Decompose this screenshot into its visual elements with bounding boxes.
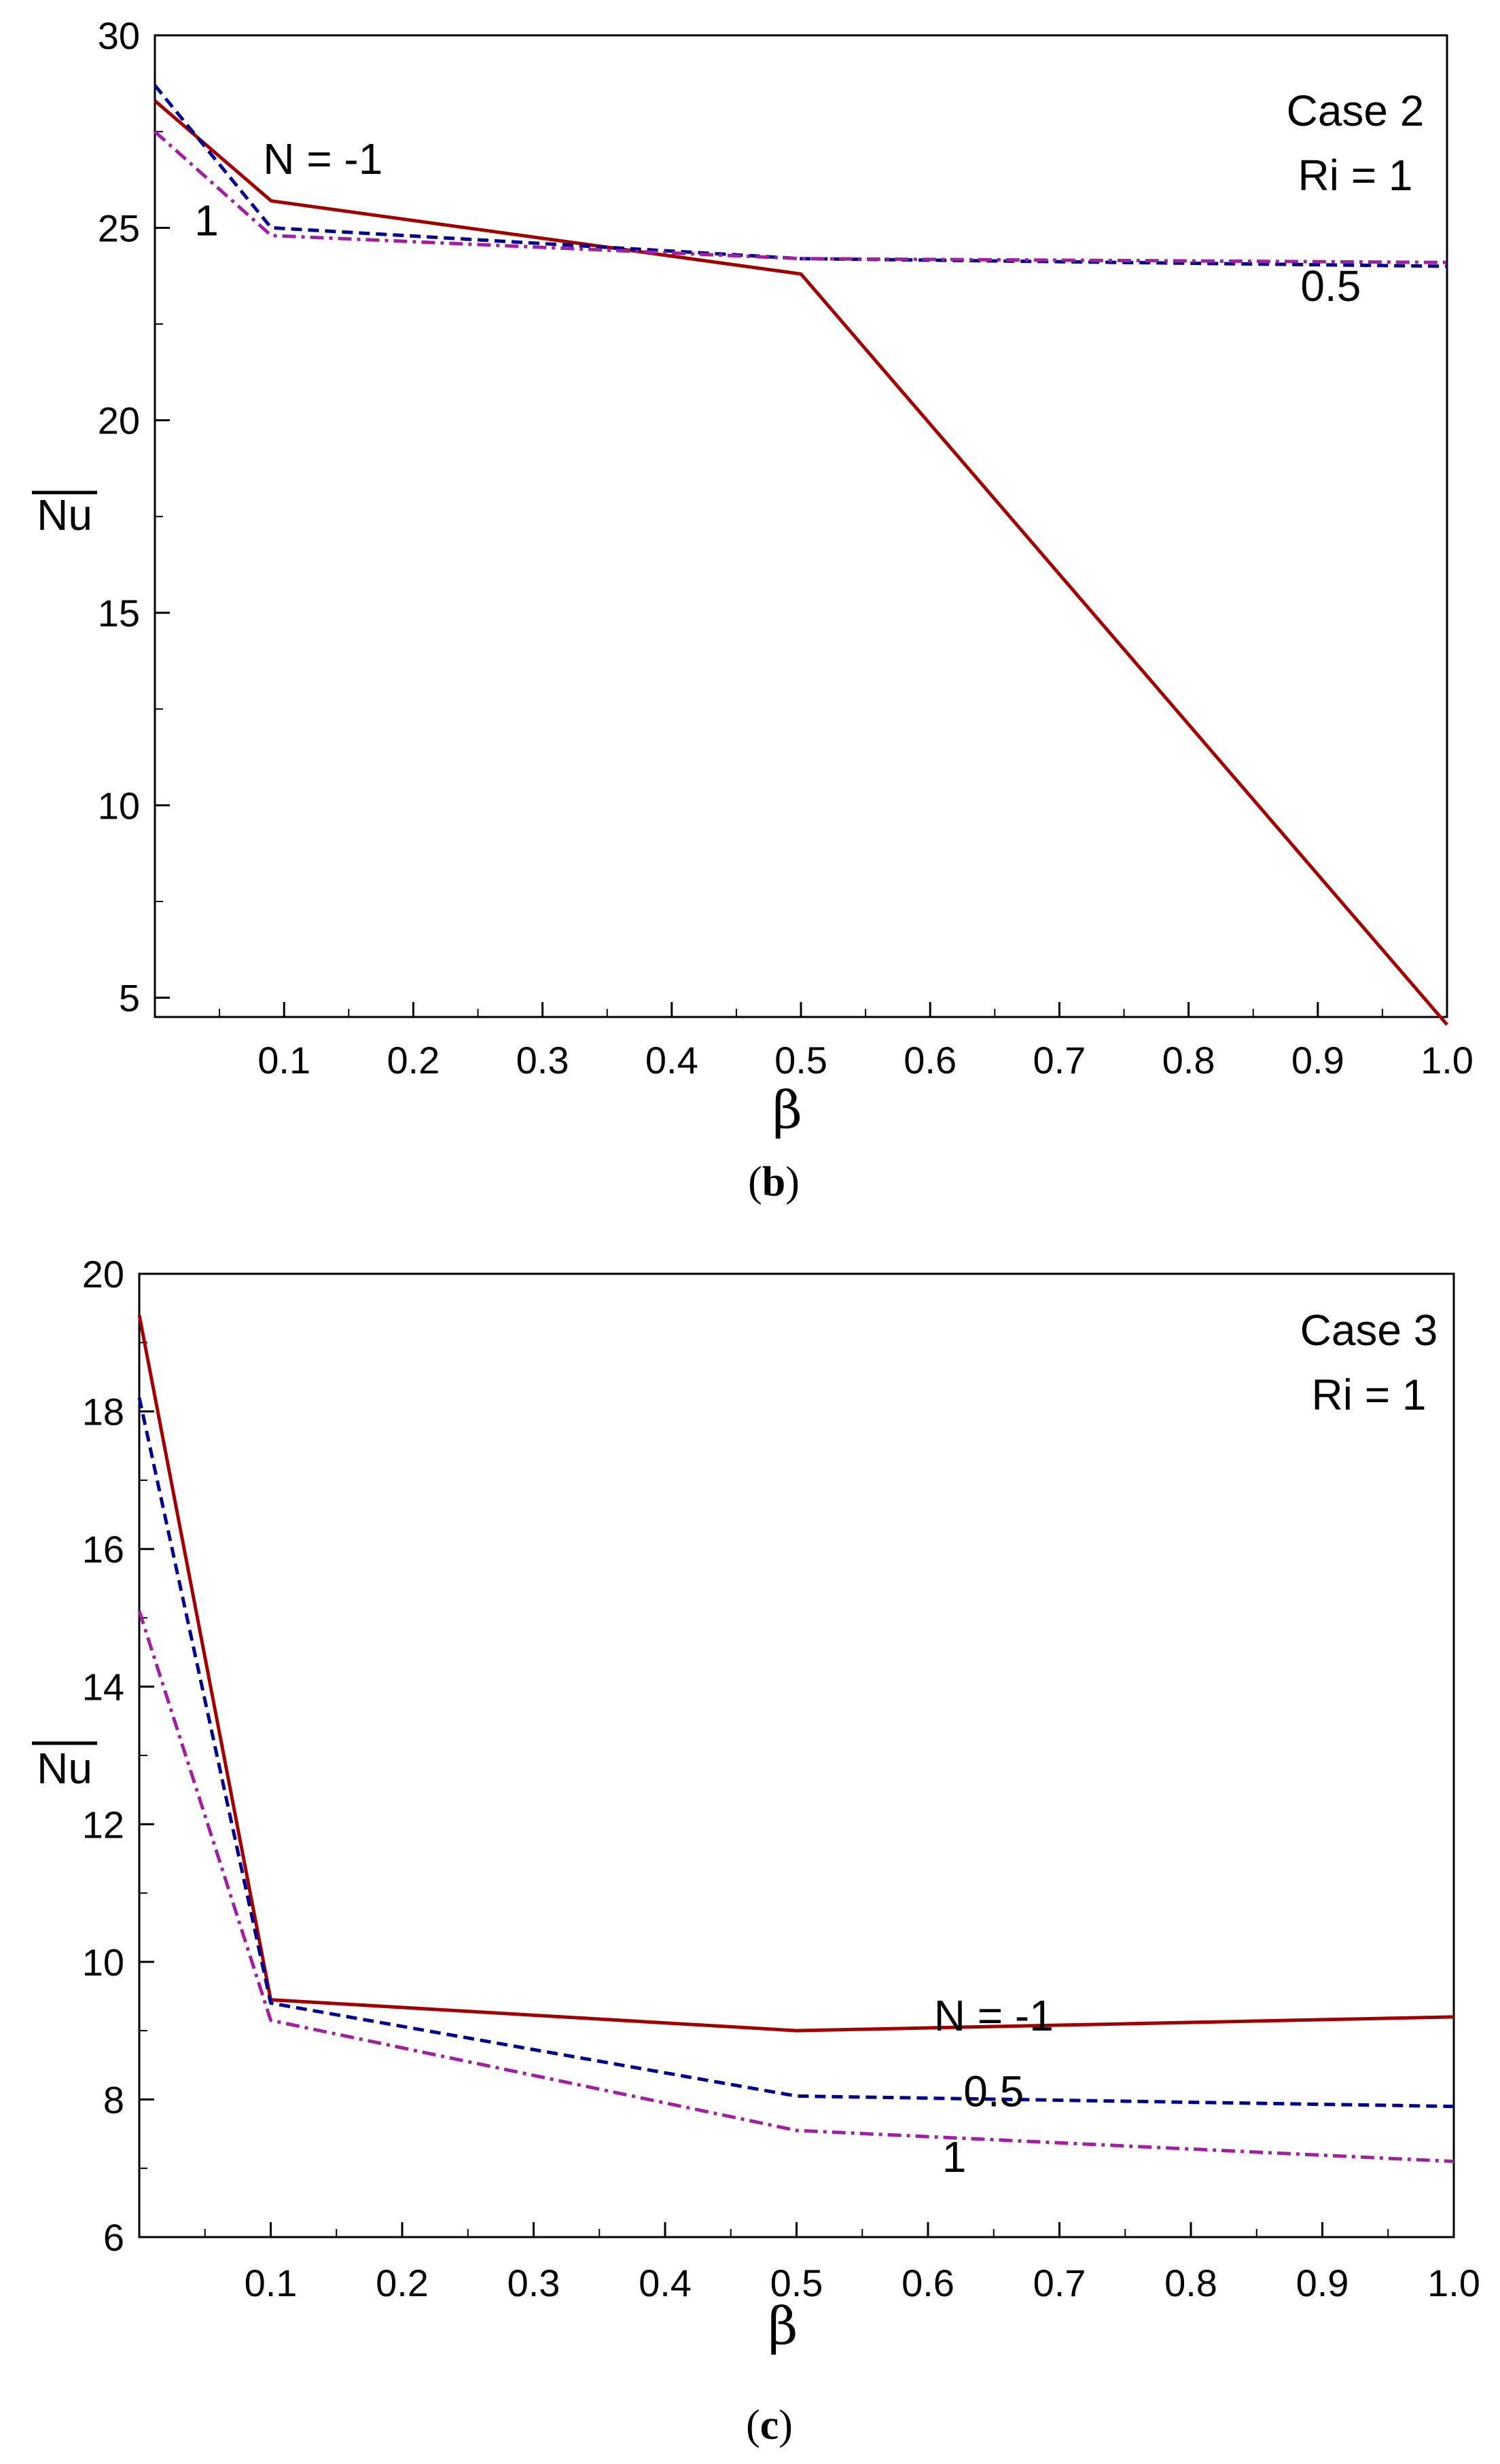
chart-c-x-tick-label: 0.9	[1296, 2262, 1349, 2304]
chart-b-series-line-2	[154, 84, 1448, 268]
chart-c-x-tick-label: 0.5	[770, 2262, 823, 2304]
chart-b-y-tick-label: 20	[98, 399, 140, 442]
chart-c-y-tick-label: 16	[82, 1528, 124, 1571]
chart-b-annotation: Ri = 1	[1298, 151, 1413, 200]
chart-c-y-tick-label: 18	[82, 1391, 124, 1433]
chart-c-y-tick-label: 6	[103, 2216, 124, 2259]
chart-c-annotation: Ri = 1	[1312, 1370, 1427, 1419]
chart-b-panel-caption: (b)	[748, 1159, 800, 1205]
chart-c-x-tick-label: 0.7	[1033, 2262, 1086, 2304]
chart-panel-c: 0.1 0.2 0.3 0.4 0.5 0.6 0.7 0.8 0.9 1.0 6 8 10 12 14 16…	[0, 1223, 1500, 2464]
chart-c-series-label: N = -1	[934, 1991, 1054, 2040]
chart-c-series-label: 1	[942, 2132, 967, 2181]
chart-c-series-line-2	[137, 1397, 1454, 2109]
chart-b-x-tick-label: 0.6	[904, 1039, 957, 1082]
chart-b-y-tick-label: 15	[98, 592, 140, 635]
chart-c-panel-letter: c	[760, 2402, 779, 2448]
chart-b-series-label: N = -1	[263, 135, 382, 183]
chart-b-series-line-3	[154, 130, 1448, 264]
chart-c-x-tick-label: 0.4	[639, 2262, 692, 2304]
chart-c-series-label: 0.5	[963, 2067, 1024, 2116]
chart-b-x-axis-title: β	[772, 1079, 802, 1140]
chart-b-y-tick-label: 25	[98, 207, 140, 249]
chart-b-panel-letter: b	[762, 1159, 785, 1205]
chart-b-series-label: 0.5	[1300, 262, 1361, 310]
chart-b-y-tick-label: 5	[119, 977, 140, 1020]
chart-c-y-tick-label: 8	[103, 2078, 124, 2121]
chart-b-x-tick-label: 0.7	[1033, 1039, 1086, 1082]
chart-c-x-axis-title: β	[768, 2296, 798, 2356]
chart-c-annotation: Case 3	[1300, 1306, 1438, 1355]
chart-b-y-tick-label: 10	[98, 784, 140, 827]
chart-c-plot-frame	[138, 1272, 1455, 2238]
chart-panel-b: 0.1 0.2 0.3 0.4 0.5 0.6 0.7 0.8 0.9 1.0 5 10 15 20 25 3…	[0, 0, 1500, 1223]
chart-c-y-axis-title: Nu	[37, 1744, 92, 1793]
chart-c-x-tick-label: 1.0	[1427, 2262, 1480, 2304]
chart-c-x-tick-label: 0.2	[376, 2262, 429, 2304]
chart-c-x-tick-label: 0.8	[1164, 2262, 1217, 2304]
chart-b-x-tick-label: 1.0	[1421, 1039, 1474, 1082]
chart-b-svg: 0.1 0.2 0.3 0.4 0.5 0.6 0.7 0.8 0.9 1.0 5 10 15 20 25 3…	[32, 14, 1474, 1205]
chart-b-x-tick-label: 0.4	[645, 1039, 698, 1082]
chart-c-y-tick-label: 12	[82, 1803, 124, 1846]
chart-c-y-tick-label: 14	[82, 1666, 124, 1709]
chart-c-panel-caption: (c)	[746, 2402, 793, 2448]
chart-c-x-tick-label: 0.6	[901, 2262, 954, 2304]
chart-c-y-tick-label: 20	[82, 1253, 124, 1296]
chart-b-y-tick-label: 30	[98, 14, 140, 57]
chart-b-x-tick-label: 0.3	[516, 1039, 569, 1082]
chart-c-x-tick-label: 0.1	[245, 2262, 298, 2304]
chart-b-x-tick-label: 0.9	[1291, 1039, 1344, 1082]
chart-b-annotation: Case 2	[1287, 86, 1425, 135]
chart-c-y-tick-label: 10	[82, 1941, 124, 1984]
chart-c-svg: 0.1 0.2 0.3 0.4 0.5 0.6 0.7 0.8 0.9 1.0 6 8 10 12 14 16…	[32, 1253, 1480, 2448]
chart-c-series-line-1	[137, 1315, 1454, 2033]
chart-b-series-line-1	[154, 99, 1448, 1026]
chart-b-series-label: 1	[194, 196, 219, 245]
chart-b-x-tick-label: 0.2	[387, 1039, 440, 1082]
chart-c-series-line-3	[137, 1610, 1454, 2164]
chart-b-x-tick-label: 0.8	[1162, 1039, 1215, 1082]
chart-b-x-tick-label: 0.5	[774, 1039, 827, 1082]
chart-c-x-tick-label: 0.3	[507, 2262, 560, 2304]
chart-b-x-tick-label: 0.1	[257, 1039, 310, 1082]
chart-b-y-axis-title: Nu	[37, 490, 92, 539]
